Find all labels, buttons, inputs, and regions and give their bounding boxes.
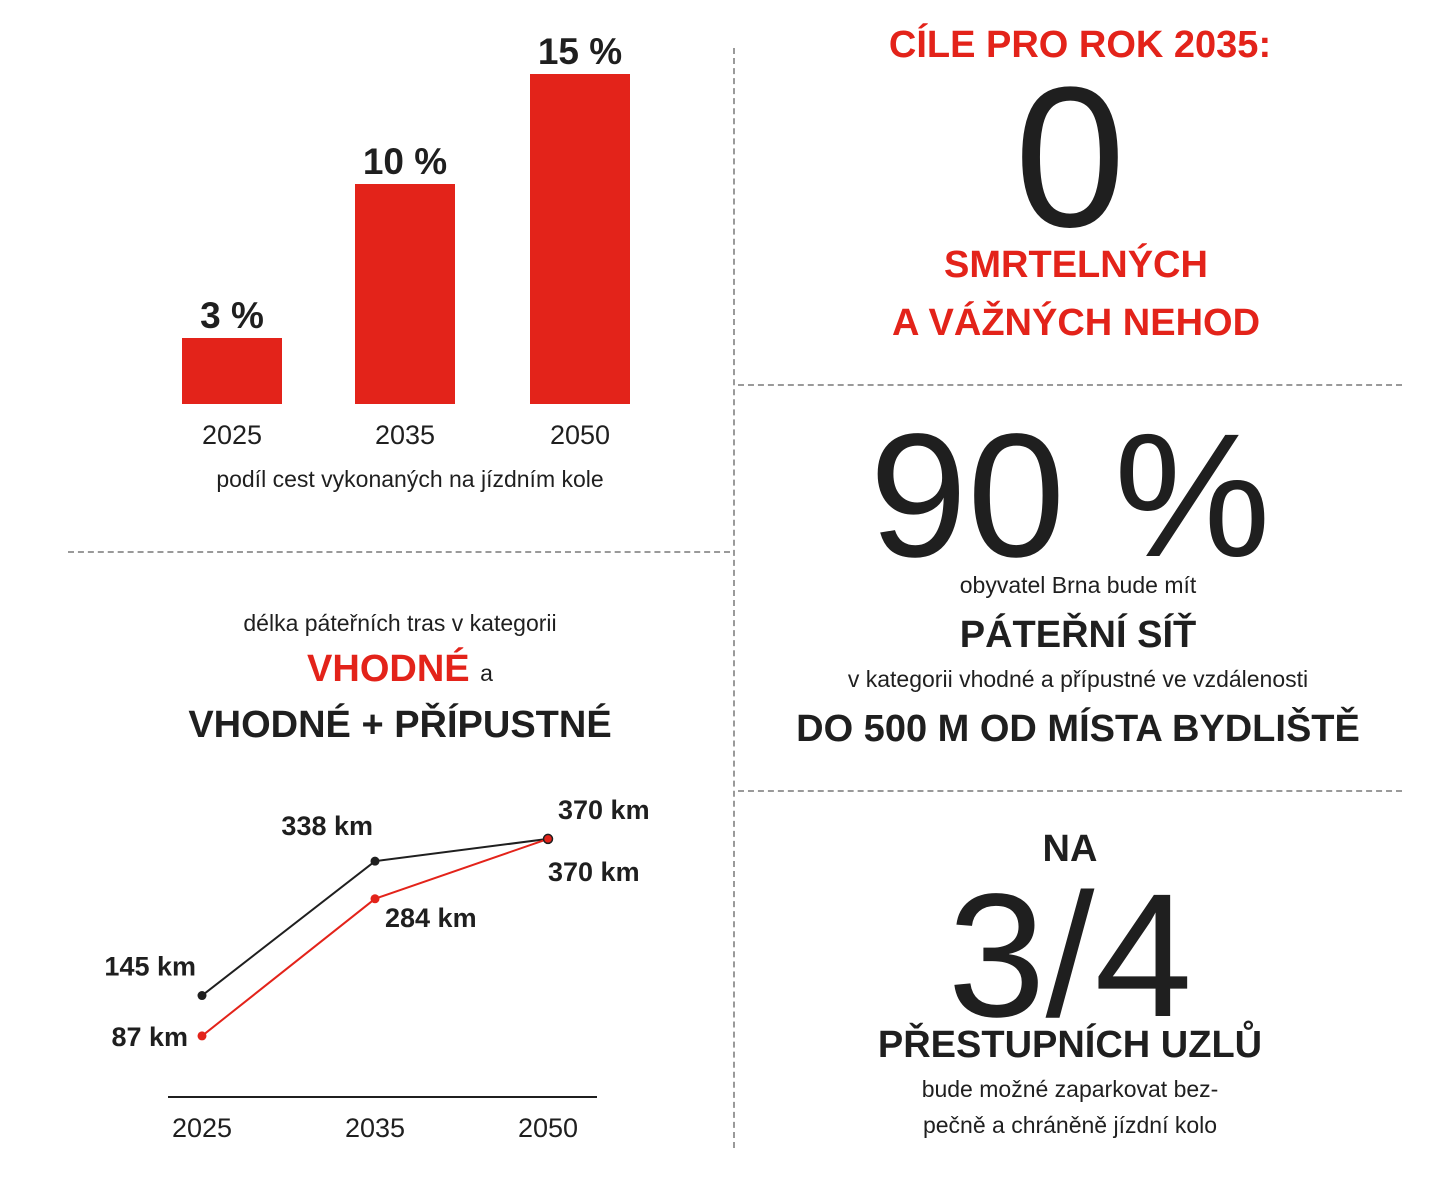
line-data-label-0-2025: 145 km [104, 952, 196, 982]
divider-right-bottom [738, 790, 1402, 792]
bar-category-label-2025: 2025 [202, 420, 262, 450]
bar-2025 [182, 338, 282, 404]
nodes-big-number: 3/4 [947, 858, 1193, 1054]
bar-value-label-2035: 10 % [363, 141, 447, 182]
line-point-0-2035 [370, 856, 380, 866]
coverage-text-3: v kategorii vhodné a přípustné ve vzdále… [847, 666, 1309, 692]
line-chart-title-1: VHODNÉ a [100, 648, 700, 691]
line-point-1-2035 [370, 894, 380, 904]
goals-title: CÍLE PRO ROK 2035: [888, 24, 1272, 66]
coverage-text-2: PÁTEŘNÍ SÍŤ [959, 614, 1197, 656]
coverage-text-4: DO 500 M OD MÍSTA BYDLIŠTĚ [796, 708, 1360, 750]
line-chart-title-2: VHODNÉ + PŘÍPUSTNÉ [188, 704, 612, 746]
nodes-text-1: PŘESTUPNÍCH UZLŮ [877, 1024, 1263, 1066]
line-point-0-2025 [197, 991, 207, 1001]
title-connector: a [480, 660, 493, 686]
bar-category-label-2035: 2035 [375, 420, 435, 450]
nodes-na: NA [1042, 828, 1098, 870]
line-point-1-2025 [197, 1031, 207, 1041]
bar-value-label-2025: 3 % [200, 295, 264, 336]
line-x-tick-label-2050: 2050 [518, 1113, 578, 1143]
line-chart-intro: délka páteřních tras v kategorii [243, 610, 557, 636]
coverage-text-1: obyvatel Brna bude mít [959, 572, 1197, 598]
line-point-1-2050 [542, 833, 554, 845]
goals-zero: 0 [1014, 46, 1126, 269]
line-x-tick-label-2035: 2035 [345, 1113, 405, 1143]
title-vhodne: VHODNÉ [307, 648, 470, 690]
divider-right-top [738, 384, 1402, 386]
coverage-big-number: 90 % [869, 398, 1271, 594]
bar-category-label-2050: 2050 [550, 420, 610, 450]
bar-2050 [530, 74, 630, 404]
goals-line-1: SMRTELNÝCH [944, 244, 1208, 286]
bar-2035 [355, 184, 455, 404]
bar-chart: 3 % 2025 10 % 2035 15 % 2050 [182, 31, 630, 450]
line-x-tick-label-2025: 2025 [172, 1113, 232, 1143]
line-data-label-1-2035: 284 km [385, 903, 477, 933]
line-series-1 [201, 837, 549, 1037]
line-data-label-1-2025: 87 km [111, 1022, 188, 1052]
bar-chart-caption: podíl cest vykonaných na jízdním kole [216, 466, 604, 492]
goals-line-2: A VÁŽNÝCH NEHOD [891, 302, 1261, 344]
line-data-label-1-2050: 370 km [548, 857, 640, 887]
nodes-text-3: pečně a chráněně jízdní kolo [922, 1112, 1218, 1138]
vertical-divider [733, 48, 735, 1148]
bar-value-label-2050: 15 % [538, 31, 622, 72]
nodes-text-2: bude možné zaparkovat bez- [921, 1076, 1219, 1102]
line-chart: 2025 2035 2050 145 km 338 km 370 km 87 km 284 k… [104, 795, 650, 1143]
line-data-label-0-2050: 370 km [558, 795, 650, 825]
divider-left-middle [68, 551, 730, 553]
line-data-label-0-2035: 338 km [281, 811, 373, 841]
